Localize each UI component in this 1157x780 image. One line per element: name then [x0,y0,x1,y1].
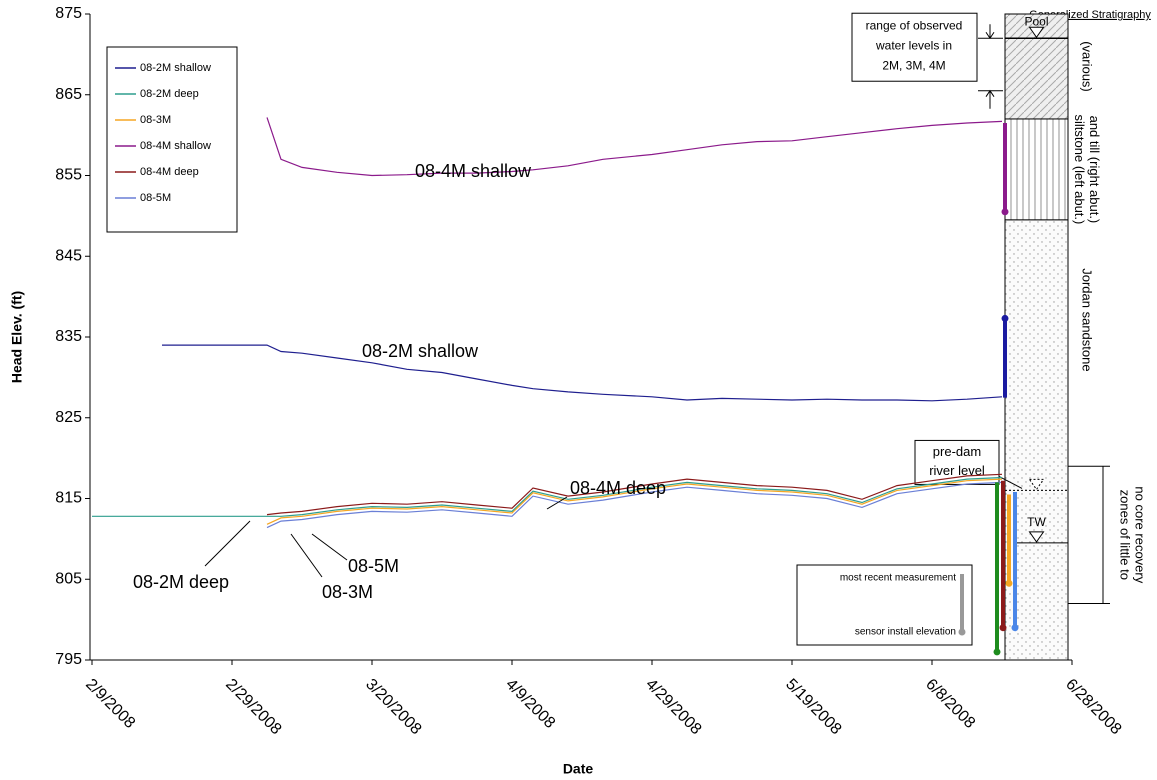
y-tick-label: 865 [55,86,82,103]
pre-dam-label: river level [929,463,985,478]
strat-label: Jordan sandstone [1080,268,1095,371]
y-tick-label: 795 [55,651,82,668]
annotation-leader [546,496,568,510]
sensor-install [999,624,1007,632]
x-tick-label: 4/29/2008 [642,676,704,738]
annotation: 08-5M [348,556,399,576]
annotation-leader [311,533,348,561]
key-recent: most recent measurement [840,573,956,584]
sensor-install [1005,579,1013,587]
legend-label: 08-2M shallow [140,62,211,74]
tw-label: TW [1027,515,1046,529]
legend-label: 08-4M shallow [140,140,211,152]
pre-dam-marker [1028,478,1045,491]
pre-dam-label: pre-dam [933,444,981,459]
legend-label: 08-5M [140,192,171,204]
key-box [796,564,973,646]
key-install: sensor install elevation [855,627,956,638]
y-tick-label: 855 [55,167,82,184]
legend-label: 08-2M deep [140,88,199,100]
core-loss-bracket [1068,465,1110,604]
tw-marker [1028,531,1045,543]
strat-label: and till (right abut.) [1087,116,1102,224]
sensor-install [993,648,1001,656]
y-tick-label: 825 [55,409,82,426]
core-loss-label: no core recovery [1133,486,1148,583]
series-line [266,473,1003,516]
x-tick-label: 5/19/2008 [782,676,844,738]
key-dot [958,628,966,636]
pool-label: Pool [1024,14,1048,28]
range-box [851,12,978,82]
sensor-install [1001,314,1009,322]
x-tick-label: 4/9/2008 [502,676,558,732]
annotation: 08-4M shallow [415,161,532,181]
annotation: 08-3M [322,582,373,602]
series-line [266,478,1003,525]
pool-marker [1028,26,1045,39]
range-label: range of observed [866,18,963,32]
annotation-leader [290,533,323,578]
y-axis-label: Head Elev. (ft) [9,291,25,383]
pre-dam-leader [998,475,1023,489]
x-axis-label: Date [563,761,594,777]
core-loss-label: zones of little to [1118,490,1133,580]
y-tick-label: 845 [55,247,82,264]
range-arrows [978,24,1003,109]
strat-label: (various) [1080,41,1095,92]
legend-label: 08-4M deep [140,166,199,178]
y-tick-label: 805 [55,570,82,587]
series-line [266,481,1003,529]
x-tick-label: 3/20/2008 [362,676,424,738]
y-tick-label: 835 [55,328,82,345]
series-line [266,117,1003,177]
strat-label: siltstone (left abut.) [1072,115,1087,225]
y-tick-label: 815 [55,490,82,507]
x-tick-label: 6/28/2008 [1062,676,1124,738]
sensor-install [1011,624,1019,632]
x-tick-label: 2/29/2008 [222,676,284,738]
strat-layer [1004,118,1069,221]
annotation-leader [204,520,251,567]
sensor-install [1001,208,1009,216]
annotation: 08-2M deep [133,572,229,592]
series-line [162,344,1003,402]
range-label: 2M, 3M, 4M [882,58,945,72]
series-line [92,476,1003,517]
annotation: 08-4M deep [570,478,666,498]
range-label: water levels in [875,38,952,52]
legend-label: 08-3M [140,114,171,126]
y-tick-label: 875 [55,5,82,22]
legend-box [106,46,238,233]
x-tick-label: 2/9/2008 [82,676,138,732]
annotation: 08-2M shallow [362,341,479,361]
x-tick-label: 6/8/2008 [922,676,978,732]
